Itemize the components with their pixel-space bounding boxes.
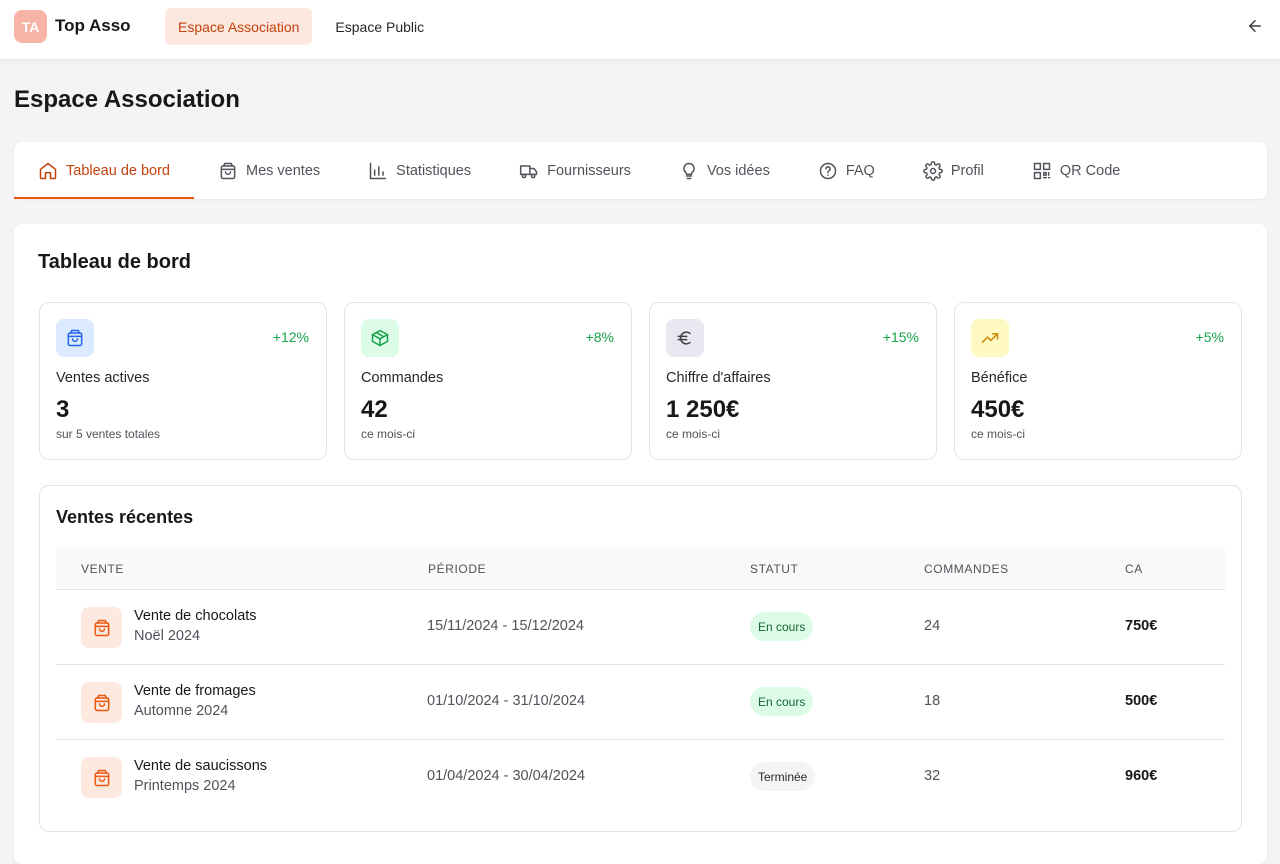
table-row[interactable]: Vente de chocolats Noël 2024 15/11/2024 … bbox=[56, 590, 1225, 665]
table-row[interactable]: Vente de fromages Automne 2024 01/10/202… bbox=[56, 665, 1225, 740]
truck-icon bbox=[520, 164, 538, 178]
sale-revenue: 750€ bbox=[1125, 618, 1158, 634]
stat-change: +15% bbox=[882, 329, 919, 345]
top-bar: TA Top Asso Espace Association Espace Pu… bbox=[0, 0, 1280, 60]
sale-season: Automne 2024 bbox=[134, 703, 229, 719]
brand-name: Top Asso bbox=[55, 16, 131, 35]
sale-orders: 18 bbox=[924, 693, 941, 709]
logo-badge: TA bbox=[14, 10, 47, 43]
sale-name: Vente de chocolats bbox=[134, 608, 257, 624]
stat-change: +5% bbox=[1195, 329, 1224, 345]
sale-name: Vente de fromages bbox=[134, 683, 256, 699]
trending-up-icon bbox=[971, 319, 1009, 357]
section-tabs: Tableau de bord Mes ventes Statistiques … bbox=[14, 142, 1267, 199]
stat-subtext: ce mois-ci bbox=[971, 427, 1026, 441]
qr-code-icon bbox=[1033, 162, 1051, 179]
sale-orders: 24 bbox=[924, 618, 941, 634]
stat-change: +8% bbox=[585, 329, 614, 345]
back-arrow-icon[interactable] bbox=[1244, 15, 1266, 37]
tab-label: Statistiques bbox=[396, 162, 472, 179]
lightbulb-icon bbox=[683, 162, 695, 179]
table-header: VENTE PÉRIODE STATUT COMMANDES CA bbox=[56, 548, 1225, 590]
sale-revenue: 500€ bbox=[1125, 693, 1158, 709]
help-circle-icon bbox=[819, 162, 837, 179]
tab-qr-code[interactable]: QR Code bbox=[1008, 142, 1144, 199]
stat-subtext: sur 5 ventes totales bbox=[56, 427, 161, 441]
sale-season: Noël 2024 bbox=[134, 628, 201, 644]
sale-name: Vente de saucissons bbox=[134, 758, 268, 774]
euro-icon bbox=[666, 319, 704, 357]
table-row[interactable]: Vente de saucissons Printemps 2024 01/04… bbox=[56, 740, 1225, 815]
stat-label: Commandes bbox=[361, 370, 444, 386]
home-icon bbox=[39, 162, 57, 179]
stat-change: +12% bbox=[272, 329, 309, 345]
tab-label: Mes ventes bbox=[246, 162, 321, 179]
shopping-bag-icon bbox=[220, 162, 236, 179]
tab-label: Fournisseurs bbox=[547, 162, 631, 179]
sale-orders: 32 bbox=[924, 768, 941, 784]
stat-cards: +12% Ventes actives 3 sur 5 ventes total… bbox=[39, 302, 1242, 460]
col-statut: STATUT bbox=[750, 562, 799, 576]
recent-sales-card: Ventes récentes VENTE PÉRIODE STATUT COM… bbox=[39, 485, 1242, 832]
sale-season: Printemps 2024 bbox=[134, 778, 236, 794]
shopping-bag-icon bbox=[81, 607, 122, 648]
dashboard-panel: Tableau de bord +12% Ventes actives 3 su… bbox=[14, 224, 1267, 864]
stat-label: Bénéfice bbox=[971, 370, 1028, 386]
tab-statistiques[interactable]: Statistiques bbox=[344, 142, 495, 199]
status-badge: En cours bbox=[750, 612, 814, 641]
tab-label: Vos idées bbox=[706, 162, 770, 179]
bar-chart-icon bbox=[369, 162, 387, 179]
dashboard-title: Tableau de bord bbox=[38, 251, 191, 273]
stat-label: Chiffre d'affaires bbox=[666, 370, 771, 386]
tab-label: Profil bbox=[950, 162, 984, 179]
nav-espace-association[interactable]: Espace Association bbox=[165, 8, 313, 45]
nav-espace-public[interactable]: Espace Public bbox=[335, 18, 425, 35]
gear-icon bbox=[923, 160, 943, 181]
tab-faq[interactable]: FAQ bbox=[794, 142, 899, 199]
tab-vos-idees[interactable]: Vos idées bbox=[655, 142, 794, 199]
status-badge: Terminée bbox=[750, 762, 816, 791]
stat-card-chiffre-affaires: +15% Chiffre d'affaires 1 250€ ce mois-c… bbox=[649, 302, 937, 460]
stat-card-commandes: +8% Commandes 42 ce mois-ci bbox=[344, 302, 632, 460]
sale-period: 01/10/2024 - 31/10/2024 bbox=[427, 693, 586, 709]
stat-value: 1 250€ bbox=[666, 396, 740, 423]
col-commandes: COMMANDES bbox=[924, 562, 1009, 576]
sale-revenue: 960€ bbox=[1125, 768, 1158, 784]
col-ca: CA bbox=[1125, 562, 1143, 576]
tab-label: FAQ bbox=[845, 162, 875, 179]
col-vente: VENTE bbox=[81, 562, 125, 576]
tab-mes-ventes[interactable]: Mes ventes bbox=[194, 142, 344, 199]
tab-tableau-de-bord[interactable]: Tableau de bord bbox=[14, 142, 194, 199]
tab-label: QR Code bbox=[1059, 162, 1121, 179]
package-icon bbox=[361, 319, 399, 357]
top-nav: Espace Association Espace Public bbox=[165, 8, 437, 45]
page-title: Espace Association bbox=[14, 86, 240, 113]
stat-value: 3 bbox=[56, 396, 70, 423]
sale-period: 15/11/2024 - 15/12/2024 bbox=[427, 618, 584, 634]
stat-value: 42 bbox=[361, 396, 388, 423]
shopping-bag-icon bbox=[56, 319, 94, 357]
stat-card-benefice: +5% Bénéfice 450€ ce mois-ci bbox=[954, 302, 1242, 460]
tab-label: Tableau de bord bbox=[66, 162, 170, 179]
stat-card-ventes-actives: +12% Ventes actives 3 sur 5 ventes total… bbox=[39, 302, 327, 460]
tab-fournisseurs[interactable]: Fournisseurs bbox=[495, 142, 655, 199]
tab-profil[interactable]: Profil bbox=[899, 142, 1008, 199]
shopping-bag-icon bbox=[81, 757, 122, 798]
stat-label: Ventes actives bbox=[56, 370, 150, 386]
col-periode: PÉRIODE bbox=[428, 562, 487, 576]
shopping-bag-icon bbox=[81, 682, 122, 723]
stat-subtext: ce mois-ci bbox=[666, 427, 721, 441]
stat-subtext: ce mois-ci bbox=[361, 427, 416, 441]
recent-sales-title: Ventes récentes bbox=[56, 507, 194, 527]
stat-value: 450€ bbox=[971, 396, 1025, 423]
status-badge: En cours bbox=[750, 687, 814, 716]
sale-period: 01/04/2024 - 30/04/2024 bbox=[427, 768, 586, 784]
